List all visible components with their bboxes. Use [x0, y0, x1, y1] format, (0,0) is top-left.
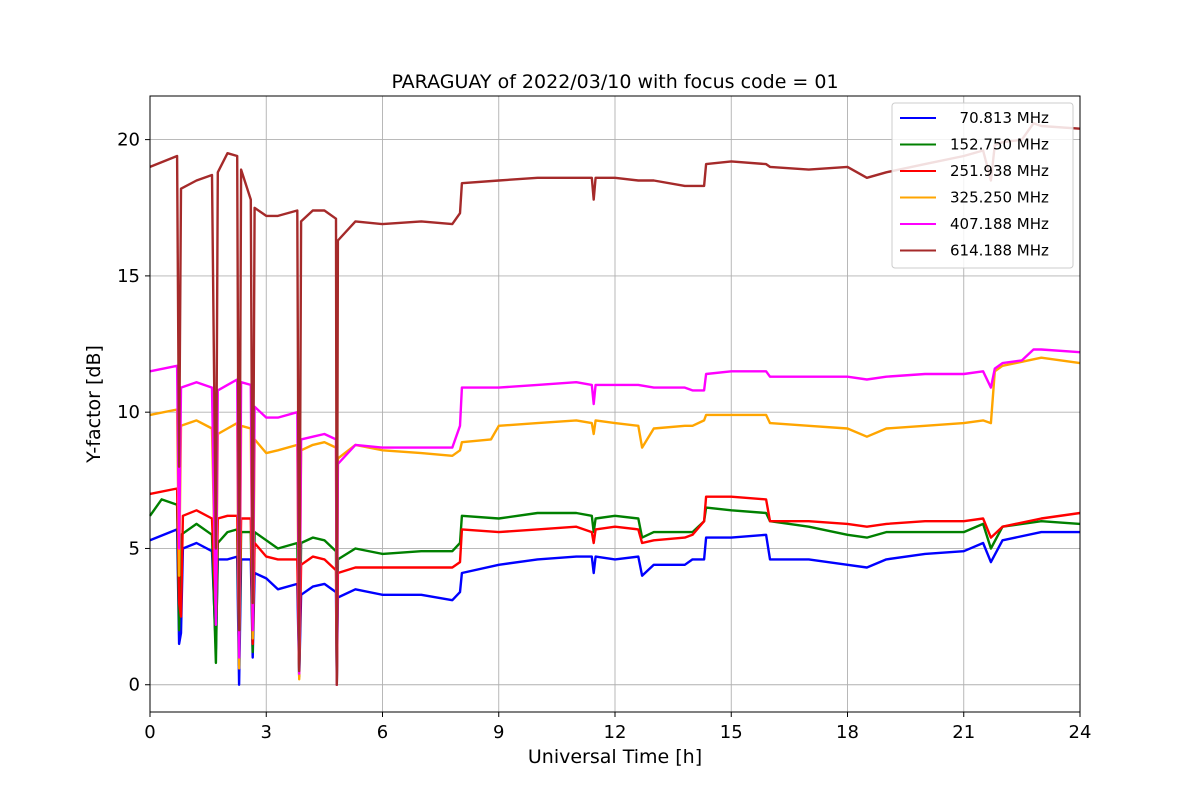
- y-tick-label: 20: [117, 130, 140, 151]
- x-tick-label: 21: [952, 722, 975, 743]
- y-tick-label: 0: [129, 675, 140, 696]
- x-axis-title: Universal Time [h]: [528, 746, 702, 768]
- legend-label-3: 251.938 MHz: [950, 162, 1049, 180]
- x-tick-label: 3: [261, 722, 272, 743]
- legend-label-1: 70.813 MHz: [950, 109, 1049, 127]
- legend-label-2: 152.750 MHz: [950, 136, 1049, 154]
- x-tick-label: 0: [144, 722, 155, 743]
- x-tick-label: 9: [493, 722, 504, 743]
- y-tick-label: 5: [129, 538, 140, 559]
- x-tick-label: 15: [720, 722, 743, 743]
- x-tick-label: 18: [836, 722, 859, 743]
- x-tick-label: 6: [377, 722, 388, 743]
- legend-label-4: 325.250 MHz: [950, 189, 1049, 207]
- y-tick-label: 15: [117, 266, 140, 287]
- y-axis-title: Y-factor [dB]: [83, 345, 105, 464]
- legend-label-6: 614.188 MHz: [950, 242, 1049, 260]
- line-chart: 0 3 6 9 12 15 18 21 24 0 5 10 15 20 PARAGUAY of 2022/…: [0, 0, 1200, 800]
- y-tick-label: 10: [117, 402, 140, 423]
- x-tick-label: 24: [1069, 722, 1092, 743]
- legend-label-5: 407.188 MHz: [950, 215, 1049, 233]
- legend: 70.813 MHz 152.750 MHz 251.938 MHz 325.250 …: [892, 103, 1073, 268]
- x-tick-label: 12: [604, 722, 627, 743]
- chart-title: PARAGUAY of 2022/03/10 with focus code =…: [391, 71, 838, 93]
